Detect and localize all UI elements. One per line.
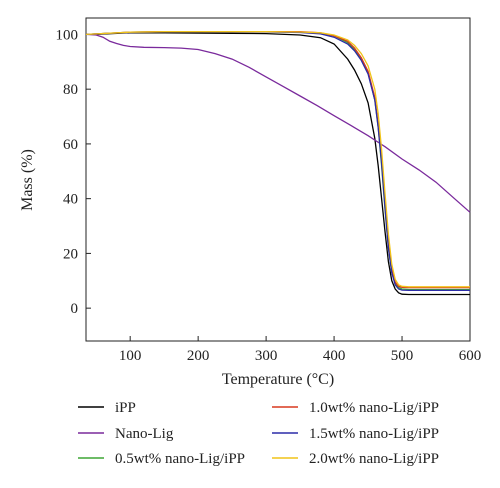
series-lines	[85, 31, 471, 296]
series-line-2	[85, 31, 470, 291]
legend: iPP Nano-Lig 0.5wt% nano-Lig/iPP 1.0wt% nan…	[78, 400, 439, 467]
legend-label: Nano-Lig	[115, 426, 174, 442]
plot-frame	[85, 17, 471, 342]
series-line-1	[85, 33, 471, 213]
series-line-4	[85, 31, 470, 292]
x-axis-ticks: 100 200 300 400 500 600	[119, 336, 481, 364]
x-tick-label: 200	[187, 348, 210, 364]
series-line-5	[85, 31, 470, 288]
x-tick-label: 500	[391, 348, 414, 364]
x-axis-title: Temperature (°C)	[222, 371, 334, 388]
x-tick-label: 100	[119, 348, 142, 364]
y-tick-label: 100	[56, 27, 79, 43]
y-tick-label: 80	[63, 82, 78, 98]
legend-label: iPP	[115, 400, 136, 416]
series-line-3	[85, 31, 470, 289]
legend-label: 2.0wt% nano-Lig/iPP	[309, 451, 439, 467]
y-tick-label: 60	[63, 137, 78, 153]
x-tick-label: 400	[323, 348, 346, 364]
legend-label: 0.5wt% nano-Lig/iPP	[115, 451, 245, 467]
y-axis-title: Mass (%)	[19, 149, 36, 211]
legend-label: 1.5wt% nano-Lig/iPP	[309, 426, 439, 442]
legend-label: 1.0wt% nano-Lig/iPP	[309, 400, 439, 416]
x-tick-label: 300	[255, 348, 278, 364]
y-tick-label: 20	[63, 246, 78, 262]
y-tick-label: 0	[71, 301, 79, 317]
x-tick-label: 600	[459, 348, 482, 364]
series-line-0	[86, 32, 470, 296]
y-tick-label: 40	[63, 192, 78, 208]
